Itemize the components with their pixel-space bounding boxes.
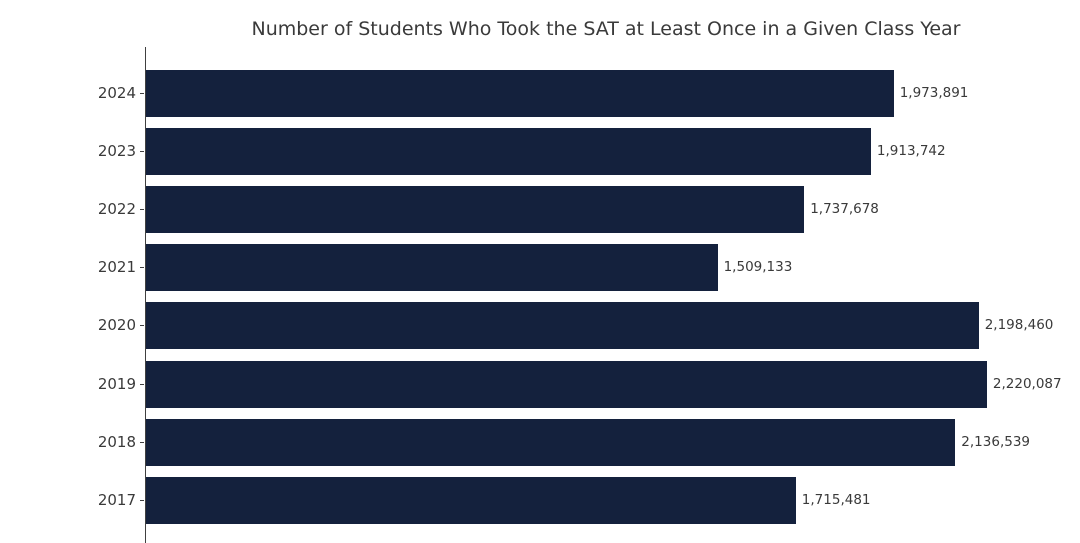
y-tick-label: 2021 — [97, 258, 136, 277]
bar-value-label: 2,220,087 — [992, 375, 1062, 392]
bar-row-2021: 2021 1,509,133 — [98, 244, 1080, 292]
bar-row-2023: 2023 1,913,742 — [98, 128, 1080, 176]
bar-row-2019: 2019 2,220,087 — [98, 360, 1080, 408]
bar-value-label: 2,136,539 — [961, 433, 1031, 450]
y-axis-line — [145, 47, 146, 543]
bar-value-label: 1,913,742 — [876, 143, 946, 160]
bar-2020 — [146, 302, 979, 350]
y-tick-mark — [140, 325, 144, 327]
bar-row-2018: 2018 2,136,539 — [98, 418, 1080, 466]
y-tick-label: 2024 — [97, 83, 136, 102]
bar-2017 — [146, 476, 796, 524]
bar-2018 — [146, 418, 956, 466]
y-tick-mark — [140, 151, 144, 153]
bar-row-2022: 2022 1,737,678 — [98, 186, 1080, 234]
y-tick-mark — [140, 209, 144, 211]
chart-title: Number of Students Who Took the SAT at L… — [251, 18, 961, 40]
bar-value-label: 1,973,891 — [899, 84, 969, 101]
y-tick-mark — [140, 499, 144, 501]
bar-value-label: 1,715,481 — [801, 491, 871, 508]
y-tick-label: 2022 — [97, 200, 136, 219]
y-tick-label: 2019 — [97, 374, 136, 393]
y-tick-mark — [140, 441, 144, 443]
y-tick-label: 2017 — [97, 490, 136, 509]
y-tick-label: 2023 — [97, 142, 136, 161]
bar-row-2017: 2017 1,715,481 — [98, 476, 1080, 524]
bar-value-label: 2,198,460 — [984, 317, 1054, 334]
y-tick-mark — [140, 267, 144, 269]
y-tick-mark — [140, 92, 144, 94]
bar-2023 — [146, 128, 871, 176]
bar-row-2024: 2024 1,973,891 — [98, 69, 1080, 117]
bar-value-label: 1,737,678 — [810, 201, 879, 218]
bar-2024 — [146, 69, 894, 117]
y-tick-label: 2018 — [97, 432, 136, 451]
bar-value-label: 1,509,133 — [723, 259, 793, 276]
bar-2019 — [146, 360, 987, 408]
plot-area: 2024 1,973,891 2023 1,913,742 2022 1,737,678 2… — [98, 47, 1080, 543]
bar-row-2020: 2020 2,198,460 — [98, 302, 1080, 350]
bar-2022 — [146, 186, 805, 234]
bar-2021 — [146, 244, 718, 292]
y-tick-mark — [140, 383, 144, 385]
y-tick-label: 2020 — [97, 316, 136, 335]
